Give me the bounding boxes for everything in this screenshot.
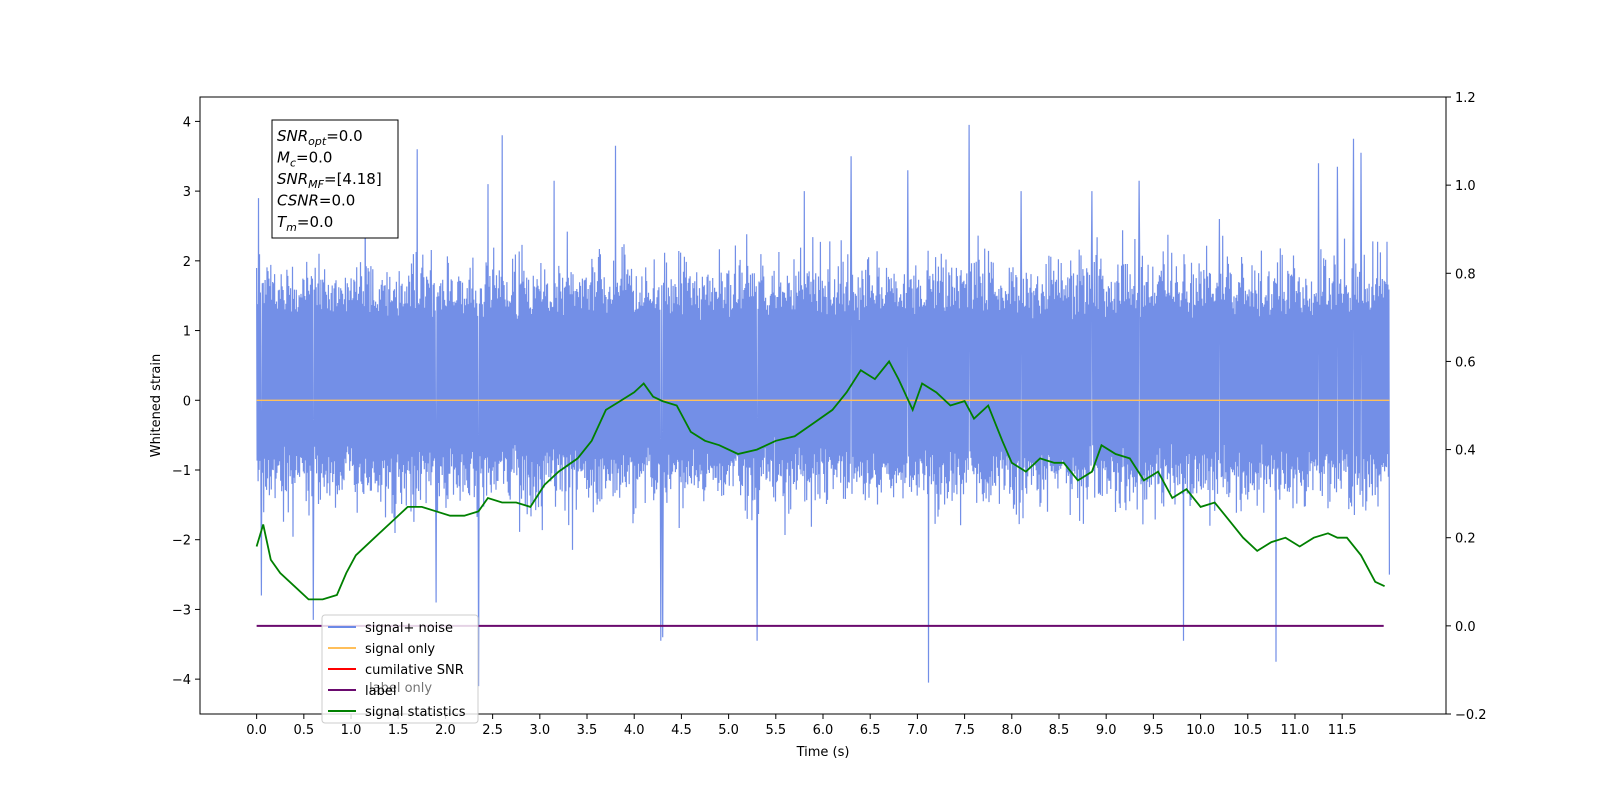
y-tick-label: −4: [172, 673, 191, 688]
x-tick-label: 10.5: [1233, 723, 1262, 738]
annotation-value: =0.0: [319, 192, 355, 210]
x-tick-label: 5.5: [765, 723, 786, 738]
x-tick-label: 11.5: [1328, 723, 1357, 738]
x-tick-label: 5.0: [718, 723, 739, 738]
annotation-symbol: CSNR: [277, 192, 319, 210]
y-axis-label: Whitened strain: [149, 354, 164, 457]
annotation-symbol: T: [277, 213, 288, 231]
x-tick-label: 4.0: [624, 723, 645, 738]
x-tick-label: 10.0: [1186, 723, 1215, 738]
x-tick-label: 8.0: [1001, 723, 1022, 738]
x-tick-label: 9.5: [1143, 723, 1164, 738]
y2-tick-label: 1.0: [1455, 179, 1476, 194]
annotation-subscript: c: [290, 157, 296, 170]
legend-label: signal+ noise: [365, 621, 453, 636]
annotation-line: Tm=0.0: [277, 213, 333, 234]
legend-label: label: [365, 684, 396, 699]
legend: label only signal+ noise signal only cumila…: [321, 614, 479, 724]
y2-tick-label: 0.0: [1455, 620, 1476, 635]
annotation-frame: [271, 119, 399, 239]
annotation-value: =0.0: [297, 213, 333, 231]
annotation-symbol: M: [277, 149, 290, 167]
y-tick-label: 1: [183, 325, 191, 340]
legend-label: cumilative SNR: [365, 663, 464, 678]
x-tick-label: 7.0: [907, 723, 928, 738]
y-tick-label: −2: [172, 534, 191, 549]
legend-occluded-text: label only: [369, 681, 432, 696]
x-axis-label: Time (s): [796, 745, 850, 760]
annotation-box: SNRopt=0.0Mc=0.0SNRMF=[4.18]CSNR=0.0Tm=0…: [271, 119, 399, 239]
x-tick-label: 1.0: [341, 723, 362, 738]
x-tick-label: 2.0: [435, 723, 456, 738]
annotation-line: SNRopt=0.0: [277, 127, 363, 148]
legend-label: signal statistics: [365, 705, 466, 720]
legend-frame: [321, 614, 479, 724]
x-tick-label: 0.0: [246, 723, 267, 738]
x-tick-label: 6.0: [813, 723, 834, 738]
y-tick-label: −1: [172, 464, 191, 479]
x-tick-label: 3.0: [529, 723, 550, 738]
y2-tick-label: 0.4: [1455, 444, 1476, 459]
x-tick-label: 11.0: [1280, 723, 1309, 738]
x-tick-label: 2.5: [482, 723, 503, 738]
annotation-line: Mc=0.0: [277, 149, 332, 170]
x-tick-label: 9.0: [1096, 723, 1117, 738]
y2-tick-label: 0.8: [1455, 267, 1476, 282]
x-tick-label: 1.5: [388, 723, 409, 738]
annotation-symbol: SNR: [277, 170, 308, 188]
annotation-symbol: SNR: [277, 127, 308, 145]
y-tick-label: 3: [183, 185, 191, 200]
legend-label: signal only: [365, 642, 435, 657]
x-tick-label: 6.5: [860, 723, 881, 738]
x-tick-label: 7.5: [954, 723, 975, 738]
annotation-value: =[4.18]: [324, 170, 382, 188]
series-line-signal-statistics: [255, 359, 1385, 601]
annotation-value: =0.0: [326, 127, 362, 145]
annotation-line: SNRMF=[4.18]: [277, 170, 382, 191]
x-tick-label: 3.5: [577, 723, 598, 738]
annotation-subscript: MF: [308, 178, 324, 191]
series-line-signal-noise: [256, 124, 1391, 687]
y2-tick-label: 0.2: [1455, 532, 1476, 547]
annotation-subscript: opt: [308, 135, 327, 148]
x-tick-label: 0.5: [293, 723, 314, 738]
y2-tick-label: 0.6: [1455, 355, 1476, 370]
annotation-line: CSNR=0.0: [277, 192, 355, 210]
axes: 0.0 0.5 1.0 1.5 2.0 2.5 3.0 3.5 4.0 4.5 5.0 5.5 6.0 6…: [149, 91, 1487, 760]
annotation-value: =0.0: [296, 149, 332, 167]
x-tick-label: 4.5: [671, 723, 692, 738]
y-tick-label: 0: [183, 394, 191, 409]
y-tick-label: 2: [183, 255, 191, 270]
y2-tick-label: −0.2: [1455, 708, 1487, 723]
y-tick-label: −3: [172, 603, 191, 618]
x-tick-label: 8.5: [1049, 723, 1070, 738]
y2-tick-label: 1.2: [1455, 91, 1476, 106]
annotation-subscript: m: [286, 221, 297, 234]
y-tick-label: 4: [183, 115, 191, 130]
